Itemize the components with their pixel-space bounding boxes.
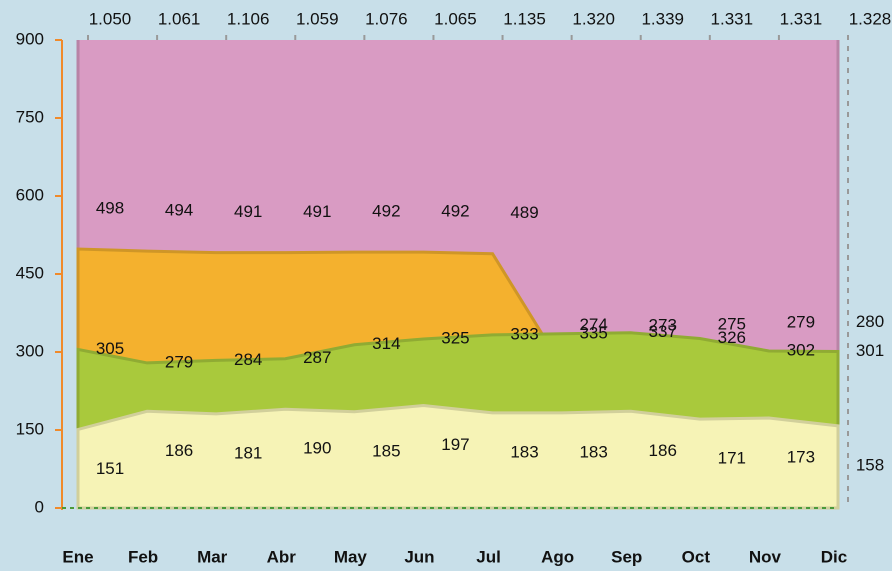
y-tick-label: 150 [16, 419, 44, 438]
data-label: 335 [579, 323, 607, 342]
data-label: 1.050 [89, 9, 132, 28]
data-label: 325 [441, 328, 469, 347]
x-tick-label: Ene [62, 547, 93, 566]
data-label: 287 [303, 348, 331, 367]
data-label: 185 [372, 441, 400, 460]
data-label: 337 [649, 322, 677, 341]
data-label: 1.320 [572, 9, 615, 28]
x-tick-label: Jun [404, 547, 434, 566]
data-label: 273 [649, 316, 677, 335]
data-label: 491 [234, 202, 262, 221]
data-label: 1.059 [296, 9, 339, 28]
data-label: 279 [165, 352, 193, 371]
data-label: 1.061 [158, 9, 201, 28]
data-label: 279 [787, 312, 815, 331]
data-label: 1.331 [780, 9, 823, 28]
data-label: 197 [441, 435, 469, 454]
x-tick-label: Jul [476, 547, 501, 566]
data-label: 275 [718, 314, 746, 333]
data-label: 1.076 [365, 9, 408, 28]
data-label: 151 [96, 459, 124, 478]
data-label: 1.135 [503, 9, 546, 28]
data-label: 305 [96, 339, 124, 358]
x-tick-label: Mar [197, 547, 228, 566]
x-tick-label: May [334, 547, 368, 566]
data-label: 1.339 [641, 9, 684, 28]
x-tick-label: Oct [682, 547, 711, 566]
data-label: 489 [510, 203, 538, 222]
y-tick-label: 450 [16, 263, 44, 282]
data-label: 284 [234, 350, 262, 369]
data-label: 1.106 [227, 9, 270, 28]
data-label: 301 [856, 341, 884, 360]
data-label: 302 [787, 340, 815, 359]
y-tick-label: 900 [16, 29, 44, 48]
y-tick-label: 300 [16, 341, 44, 360]
data-label: 183 [510, 442, 538, 461]
plot-area [76, 40, 840, 510]
data-label: 173 [787, 448, 815, 467]
data-label: 274 [579, 315, 607, 334]
data-label: 326 [718, 328, 746, 347]
x-tick-label: Abr [267, 547, 297, 566]
data-label: 158 [856, 455, 884, 474]
data-label: 492 [372, 202, 400, 221]
y-tick-label: 750 [16, 107, 44, 126]
data-label: 314 [372, 334, 400, 353]
data-label: 491 [303, 202, 331, 221]
y-tick-label: 0 [35, 497, 44, 516]
data-label: 186 [649, 441, 677, 460]
y-tick-label: 600 [16, 185, 44, 204]
data-label: 1.065 [434, 9, 477, 28]
data-label: 186 [165, 441, 193, 460]
data-label: 280 [856, 312, 884, 331]
x-tick-label: Feb [128, 547, 158, 566]
area [76, 404, 840, 510]
data-label: 171 [718, 449, 746, 468]
data-label: 190 [303, 439, 331, 458]
data-label: 492 [441, 202, 469, 221]
data-label: 498 [96, 199, 124, 218]
data-label: 494 [165, 201, 193, 220]
data-label: 1.331 [711, 9, 754, 28]
data-label: 183 [579, 442, 607, 461]
x-tick-label: Sep [611, 547, 642, 566]
data-label: 1.328 [849, 9, 892, 28]
x-tick-label: Dic [821, 547, 847, 566]
x-tick-label: Ago [541, 547, 574, 566]
data-label: 333 [510, 324, 538, 343]
data-label: 181 [234, 443, 262, 462]
x-tick-label: Nov [749, 547, 782, 566]
